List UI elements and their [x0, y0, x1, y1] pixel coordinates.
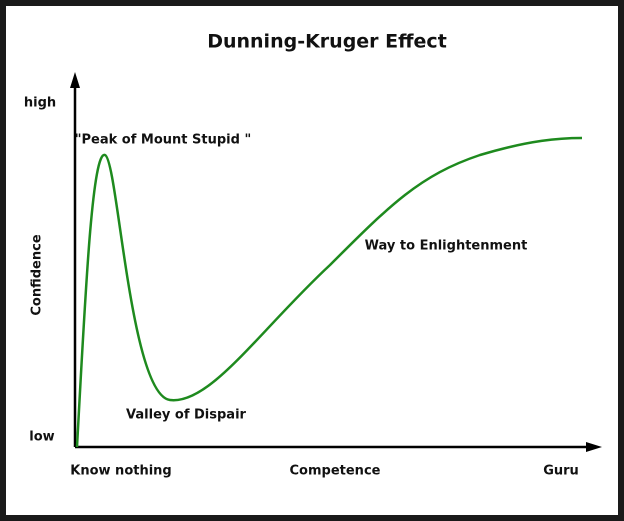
- peak-annotation: "Peak of Mount Stupid ": [75, 133, 252, 148]
- y-axis-arrow: [70, 72, 80, 88]
- y-axis-label: Confidence: [30, 234, 45, 315]
- valley-annotation: Valley of Dispair: [126, 408, 246, 423]
- x-axis-label: Competence: [290, 464, 381, 479]
- x-end-label: Guru: [543, 464, 579, 479]
- slope-annotation: Way to Enlightenment: [365, 239, 528, 254]
- x-start-label: Know nothing: [70, 464, 171, 479]
- y-high-label: high: [24, 96, 56, 111]
- confidence-curve: [75, 136, 583, 448]
- canvas: [6, 6, 618, 515]
- y-low-label: low: [29, 430, 54, 445]
- x-axis-arrow: [586, 442, 602, 452]
- title: Dunning-Kruger Effect: [207, 31, 447, 53]
